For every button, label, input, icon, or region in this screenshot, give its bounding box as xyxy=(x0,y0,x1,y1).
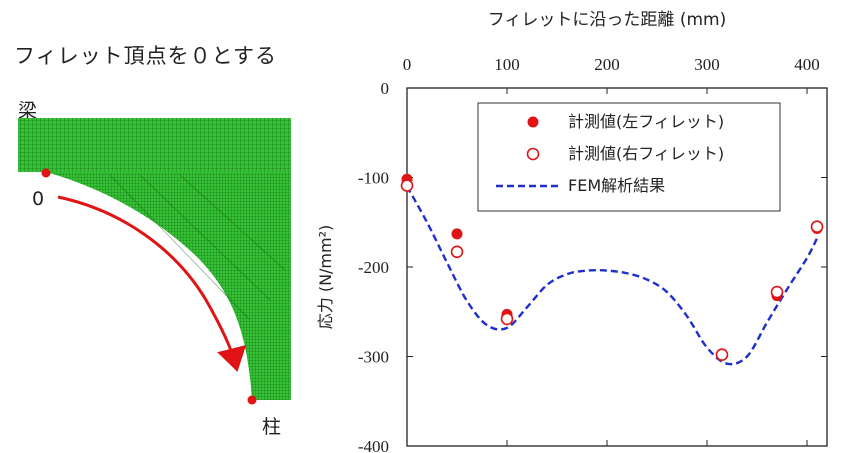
y-tick-label: -400 xyxy=(358,437,389,453)
right-fillet-point xyxy=(810,220,824,234)
beam-mesh xyxy=(18,118,291,172)
beam-label: 梁 xyxy=(18,100,38,122)
legend-marker-left xyxy=(527,116,539,128)
y-tick-label: -200 xyxy=(358,258,389,277)
x-axis-title: フィレットに沿った距離 (mm) xyxy=(488,10,726,30)
fillet-start-point xyxy=(41,168,51,178)
x-tick-label: 200 xyxy=(594,55,620,74)
fem-series-line xyxy=(405,185,819,366)
fillet-caption: フィレット頂点を０とする xyxy=(14,44,277,68)
legend-marker-right xyxy=(526,147,540,161)
right-fillet-point xyxy=(450,245,464,259)
legend-label: FEM解析結果 xyxy=(568,176,665,195)
column-fillet-mesh xyxy=(46,172,291,400)
right-fillet-point xyxy=(400,179,414,192)
x-tick-label: 0 xyxy=(403,55,412,74)
y-tick-label: 0 xyxy=(381,79,390,98)
fillet-end-point xyxy=(247,395,257,405)
legend-label: 計測値(右フィレット) xyxy=(568,144,724,163)
column-label: 柱 xyxy=(262,416,282,438)
fillet-direction-arrow xyxy=(57,195,247,372)
origin-label: 0 xyxy=(32,188,45,210)
y-tick-label: -300 xyxy=(358,348,389,367)
left-fillet-point xyxy=(451,228,463,240)
right-fillet-point xyxy=(715,348,729,362)
x-tick-label: 400 xyxy=(794,55,820,74)
right-fillet-point xyxy=(500,312,514,326)
y-axis-title: 応力 (N/mm²) xyxy=(316,225,335,330)
legend-label: 計測値(左フィレット) xyxy=(568,112,724,131)
y-tick-label: -100 xyxy=(358,169,389,188)
mesh-refinement-lines xyxy=(109,174,286,321)
x-tick-label: 100 xyxy=(494,55,520,74)
x-tick-label: 300 xyxy=(694,55,720,74)
right-fillet-point xyxy=(770,285,784,299)
